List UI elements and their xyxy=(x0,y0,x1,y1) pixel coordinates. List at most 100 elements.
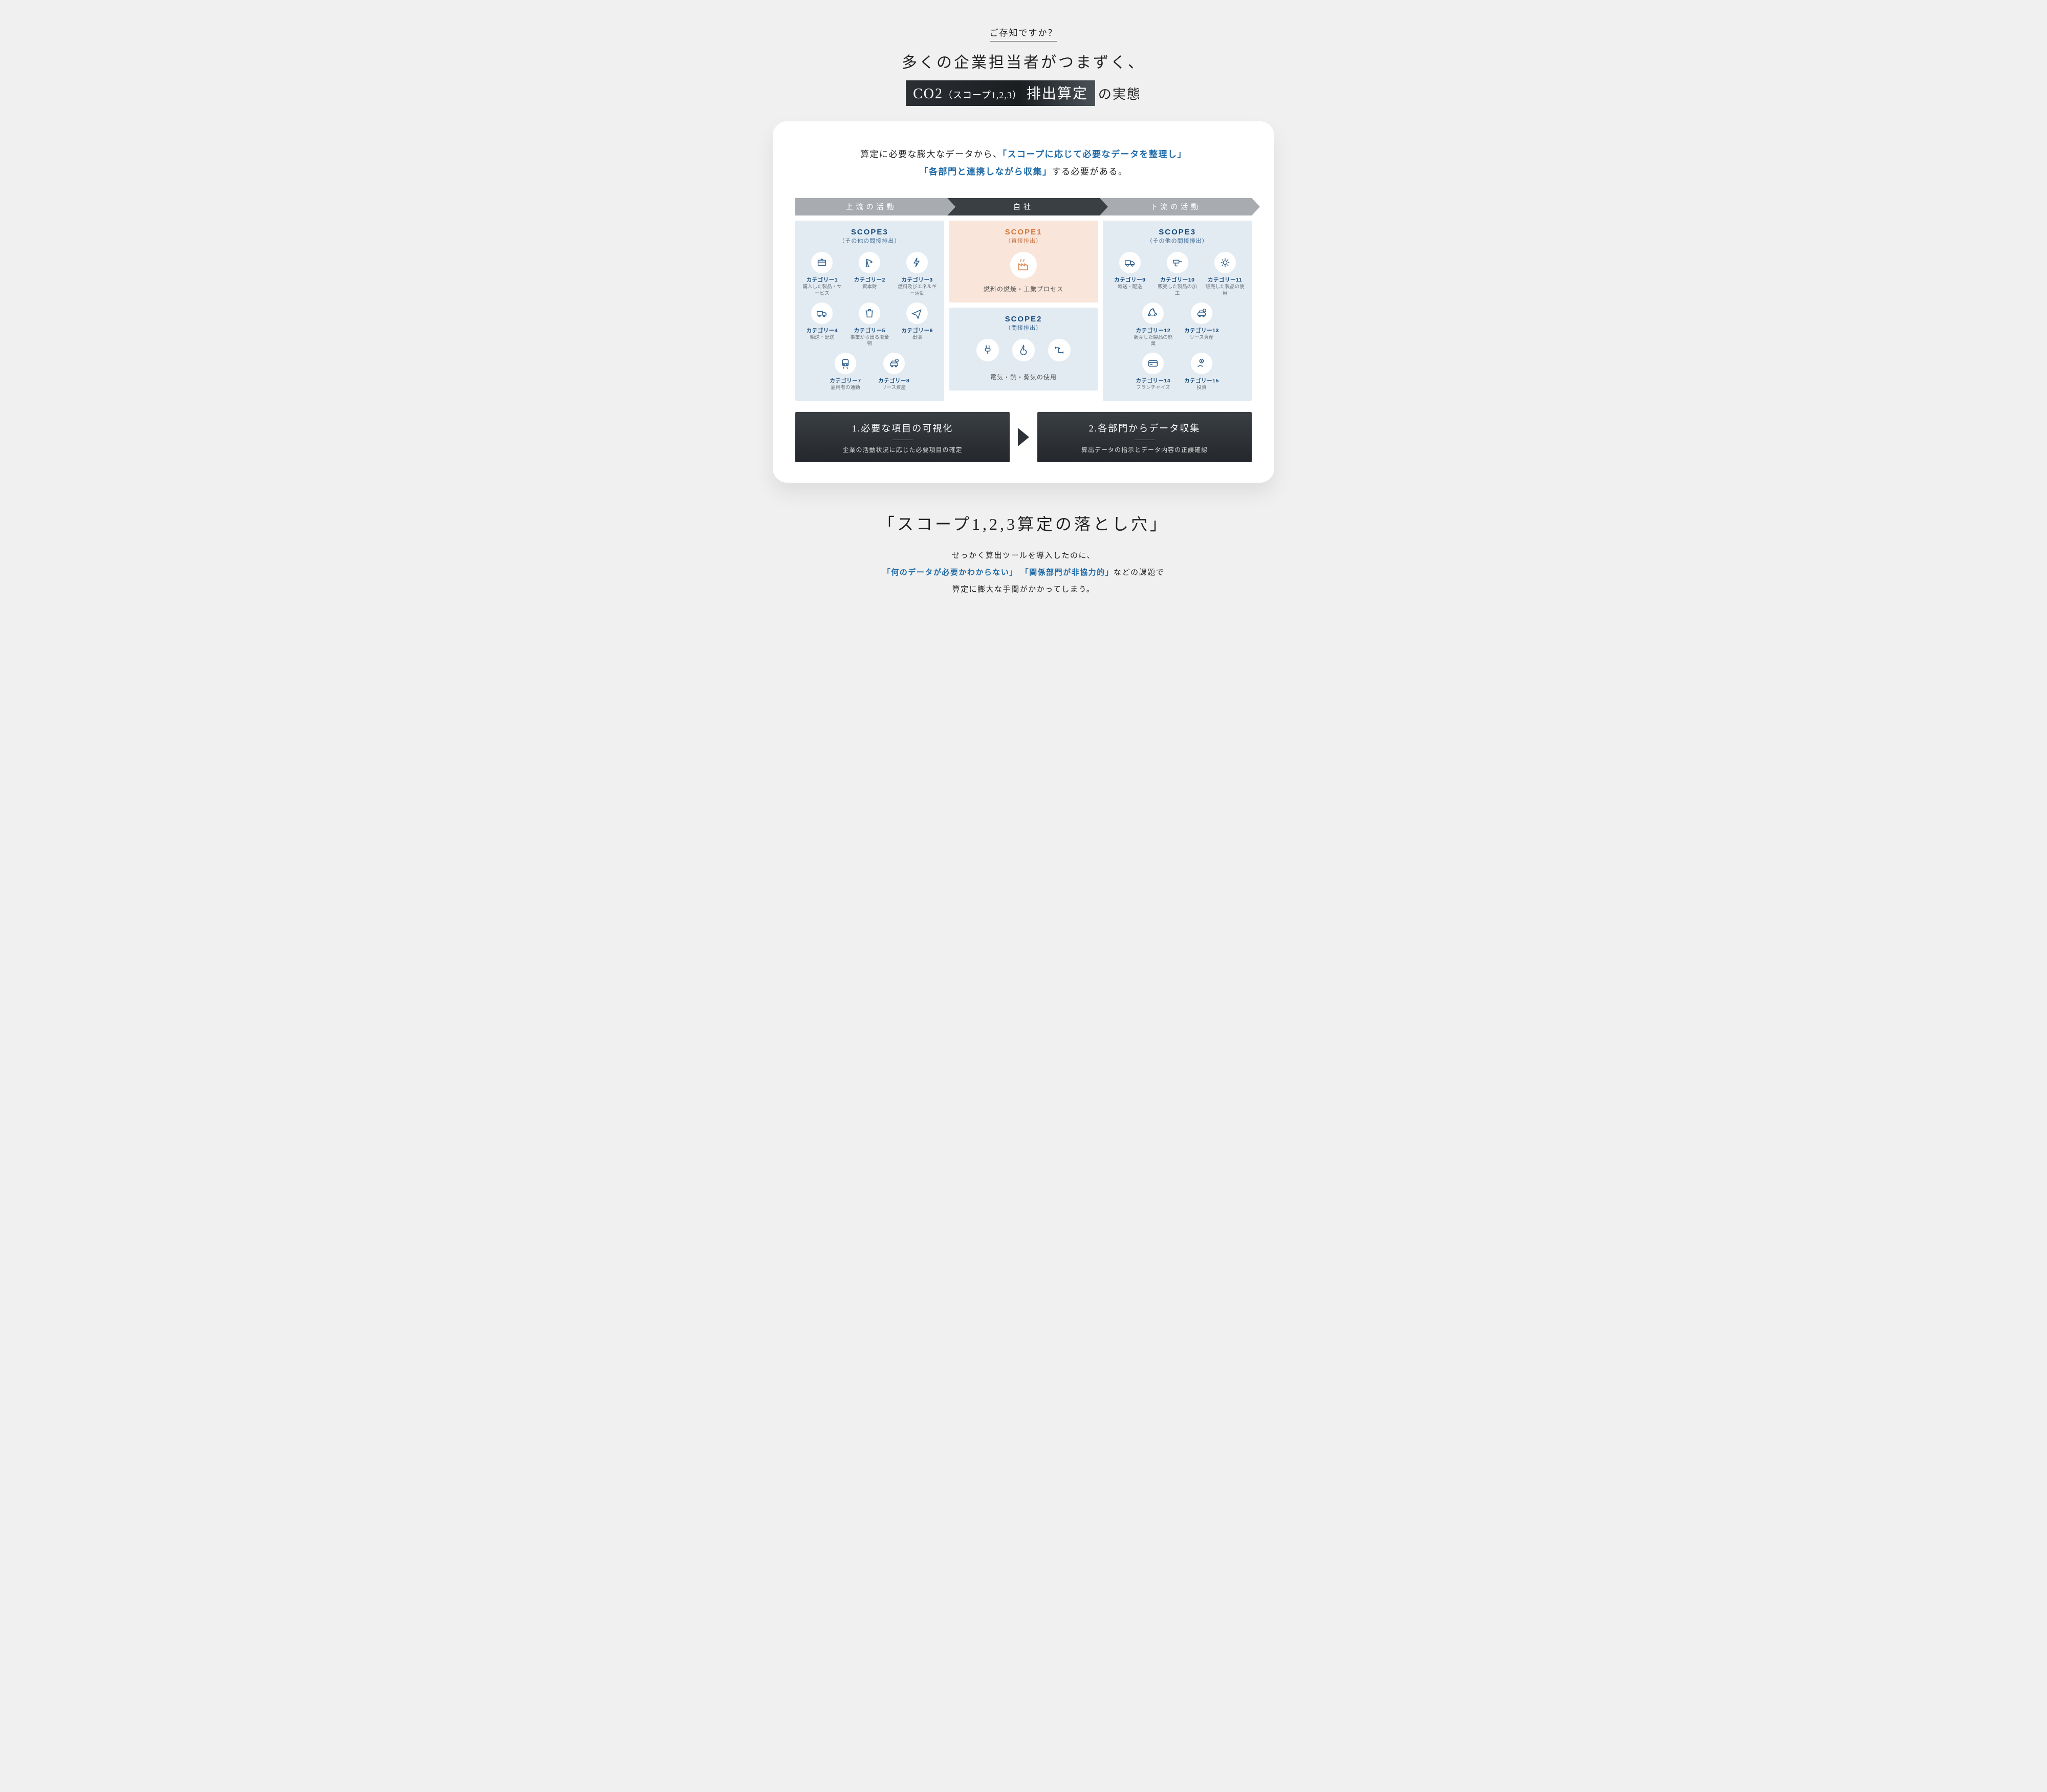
flame-icon xyxy=(1012,339,1035,361)
step-1-desc: 企業の活動状況に応じた必要項目の確定 xyxy=(801,445,1004,454)
scope2-icon-row xyxy=(956,339,1091,361)
category-tile: カテゴリー10販売した製品の加工 xyxy=(1158,252,1197,297)
category-title: カテゴリー10 xyxy=(1158,276,1197,284)
coin-hand-icon xyxy=(1191,353,1212,374)
category-desc: 輸送・配送 xyxy=(802,335,842,341)
arrow-upstream-label: 上流の活動 xyxy=(846,202,897,212)
arrow-downstream-label: 下流の活動 xyxy=(1150,202,1201,212)
scope1-title: SCOPE1 xyxy=(956,228,1091,236)
headline-pill: CO2（スコープ1,2,3） 排出算定 xyxy=(906,80,1095,106)
scope3-down-grid-b: カテゴリー12販売した製品の廃棄カテゴリー13リース資産 xyxy=(1133,303,1222,348)
lede-em1: 「スコープに応じて必要なデータを整理し」 xyxy=(1003,149,1187,159)
category-tile: カテゴリー6出張 xyxy=(898,303,937,348)
lede-post: する必要がある。 xyxy=(1052,167,1128,177)
category-title: カテゴリー5 xyxy=(850,327,889,334)
category-tile: カテゴリー15投資 xyxy=(1184,353,1219,392)
scope3-up-title: SCOPE3 xyxy=(802,228,937,236)
closing-line3: 算定に膨大な手間がかかってしまう。 xyxy=(952,585,1095,594)
closing-line2-tail: などの課題で xyxy=(1114,568,1164,577)
category-title: カテゴリー4 xyxy=(802,327,842,334)
car-money-icon xyxy=(883,353,905,374)
category-desc: 販売した製品の廃棄 xyxy=(1133,335,1173,348)
panel-scope3-downstream: SCOPE3 （その他の間接排出） カテゴリー9輸送・配送カテゴリー10販売した… xyxy=(1103,221,1252,401)
category-title: カテゴリー13 xyxy=(1184,327,1219,334)
drill-icon xyxy=(1167,252,1188,273)
category-desc: 投資 xyxy=(1184,385,1219,392)
crane-icon xyxy=(859,252,880,273)
col-own: SCOPE1 （直接排出） 燃料の燃焼・工業プロセス SCOPE2 （間接排出） xyxy=(949,221,1098,401)
category-title: カテゴリー15 xyxy=(1184,377,1219,384)
category-desc: 資本財 xyxy=(850,284,889,291)
category-tile: カテゴリー1購入した製品・サービス xyxy=(802,252,842,297)
box-icon xyxy=(811,252,833,273)
scope3-up-grid-b: カテゴリー4輸送・配送カテゴリー5事業から出る廃棄物カテゴリー6出張 xyxy=(802,303,937,348)
scope1-subtitle: （直接排出） xyxy=(956,236,1091,245)
category-title: カテゴリー1 xyxy=(802,276,842,284)
category-title: カテゴリー3 xyxy=(898,276,937,284)
step-arrow-icon xyxy=(1018,428,1029,446)
closing-em2: 「関係部門が非協力的」 xyxy=(1021,568,1114,577)
panel-scope1: SCOPE1 （直接排出） 燃料の燃焼・工業プロセス xyxy=(949,221,1098,303)
headline-line1: 多くの企業担当者がつまずく、 xyxy=(773,51,1274,75)
category-title: カテゴリー11 xyxy=(1205,276,1245,284)
category-tile: カテゴリー13リース資産 xyxy=(1184,303,1219,348)
plug-icon xyxy=(976,339,999,361)
arrow-downstream: 下流の活動 xyxy=(1100,198,1252,215)
gear-icon xyxy=(1214,252,1236,273)
category-title: カテゴリー7 xyxy=(830,377,861,384)
category-desc: 雇用者の通勤 xyxy=(830,385,861,392)
col-downstream: SCOPE3 （その他の間接排出） カテゴリー9輸送・配送カテゴリー10販売した… xyxy=(1103,221,1252,401)
lede-em2: 「各部門と連携しながら収集」 xyxy=(920,167,1052,177)
scope1-caption: 燃料の燃焼・工業プロセス xyxy=(956,285,1091,293)
scope3-up-grid-c: カテゴリー7雇用者の通勤 カテゴリー8リース資産 xyxy=(825,353,914,392)
main-card: 算定に必要な膨大なデータから、「スコープに応じて必要なデータを整理し」 「各部門… xyxy=(773,121,1274,483)
category-title: カテゴリー6 xyxy=(898,327,937,334)
category-title: カテゴリー14 xyxy=(1136,377,1170,384)
step-1: 1.必要な項目の可視化 企業の活動状況に応じた必要項目の確定 xyxy=(795,412,1010,462)
scope3-up-grid-a: カテゴリー1購入した製品・サービスカテゴリー2資本財 カテゴリー3燃料及びエネルギ… xyxy=(802,252,937,297)
col-upstream: SCOPE3 （その他の間接排出） カテゴリー1購入した製品・サービスカテゴリー… xyxy=(795,221,944,401)
arrow-own: 自社 xyxy=(947,198,1099,215)
category-title: カテゴリー9 xyxy=(1110,276,1149,284)
scope3-down-title: SCOPE3 xyxy=(1110,228,1245,236)
pipe-icon xyxy=(1048,339,1071,361)
category-tile: カテゴリー8リース資産 xyxy=(878,353,909,392)
truck-icon xyxy=(1119,252,1141,273)
pill-sub: （スコープ1,2,3） xyxy=(943,90,1022,100)
category-tile: カテゴリー4輸送・配送 xyxy=(802,303,842,348)
scope2-title: SCOPE2 xyxy=(956,315,1091,323)
closing-em1: 「何のデータが必要かわからない」 xyxy=(883,568,1018,577)
category-desc: リース資産 xyxy=(878,385,909,392)
train-icon xyxy=(835,353,856,374)
category-tile: カテゴリー9輸送・配送 xyxy=(1110,252,1149,297)
category-desc: 販売した製品の使用 xyxy=(1205,284,1245,297)
category-title: カテゴリー12 xyxy=(1133,327,1173,334)
plane-icon xyxy=(906,303,928,324)
pill-tail: 排出算定 xyxy=(1027,86,1088,102)
arrow-banner: 上流の活動 自社 下流の活動 xyxy=(795,198,1252,215)
scope3-up-subtitle: （その他の間接排出） xyxy=(802,236,937,245)
category-desc: 出張 xyxy=(898,335,937,341)
panel-scope3-upstream: SCOPE3 （その他の間接排出） カテゴリー1購入した製品・サービスカテゴリー… xyxy=(795,221,944,401)
scope-columns: SCOPE3 （その他の間接排出） カテゴリー1購入した製品・サービスカテゴリー… xyxy=(795,221,1252,401)
step-2-title: 2.各部門からデータ収集 xyxy=(1043,421,1246,435)
scope3-down-subtitle: （その他の間接排出） xyxy=(1110,236,1245,245)
kicker: ご存知ですか？ xyxy=(773,26,1274,38)
category-tile: カテゴリー3燃料及びエネルギー活動 xyxy=(898,252,937,297)
arrow-own-label: 自社 xyxy=(1013,202,1034,212)
headline-tail: の実態 xyxy=(1098,87,1141,102)
step-2: 2.各部門からデータ収集 算出データの指示とデータ内容の正誤確認 xyxy=(1037,412,1252,462)
pill-main: CO2 xyxy=(913,86,943,102)
category-tile: カテゴリー11販売した製品の使用 xyxy=(1205,252,1245,297)
category-desc: 燃料及びエネルギー活動 xyxy=(898,284,937,297)
bolt-icon xyxy=(906,252,928,273)
closing-line1: せっかく算出ツールを導入したのに、 xyxy=(952,551,1095,560)
headline-line2: CO2（スコープ1,2,3） 排出算定 の実態 xyxy=(773,80,1274,106)
panel-scope2: SCOPE2 （間接排出） 電気・熱・蒸気の使用 xyxy=(949,308,1098,391)
car-money-icon xyxy=(1191,303,1212,324)
category-desc: 事業から出る廃棄物 xyxy=(850,335,889,348)
card-lede: 算定に必要な膨大なデータから、「スコープに応じて必要なデータを整理し」 「各部門… xyxy=(795,146,1252,181)
scope2-caption: 電気・熱・蒸気の使用 xyxy=(956,373,1091,381)
category-title: カテゴリー2 xyxy=(850,276,889,284)
category-desc: 購入した製品・サービス xyxy=(802,284,842,297)
